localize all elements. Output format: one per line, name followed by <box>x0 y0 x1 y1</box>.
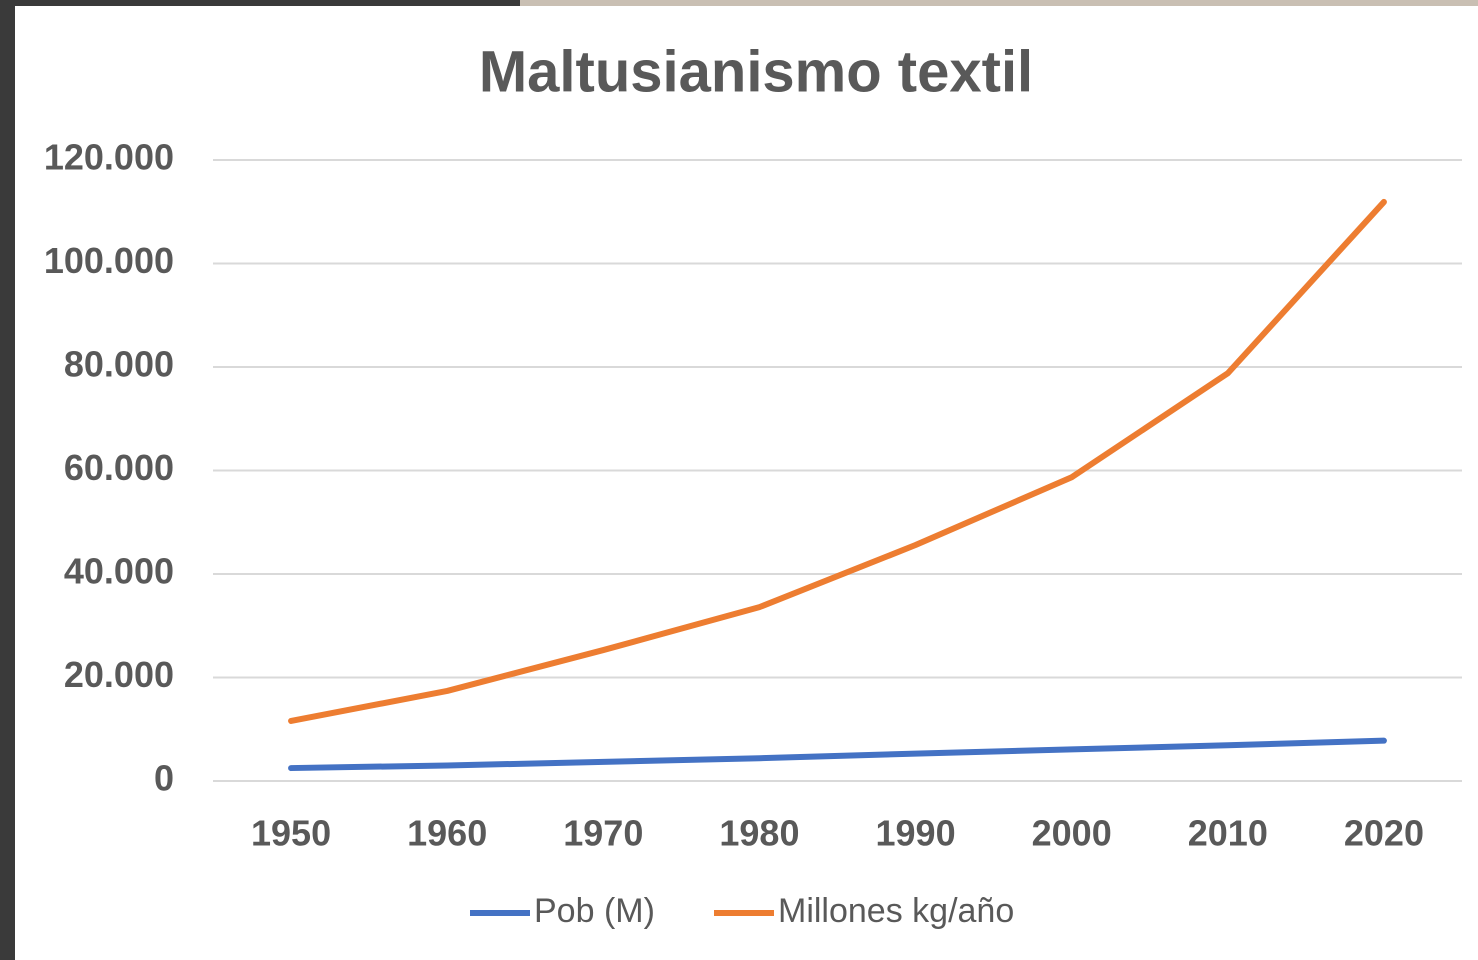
series-line <box>288 737 1387 772</box>
legend-label: Pob (M) <box>534 892 655 930</box>
chart-title: Maltusianismo textil <box>479 39 1033 104</box>
y-tick-label: 0 <box>154 758 174 799</box>
y-tick-label: 20.000 <box>64 654 174 695</box>
x-tick-label: 1970 <box>563 813 643 854</box>
y-tick-label: 120.000 <box>44 137 174 178</box>
y-tick-label: 60.000 <box>64 447 174 488</box>
chart-area <box>15 6 1478 960</box>
top-strip <box>520 0 1478 6</box>
x-tick-label: 2000 <box>1032 813 1112 854</box>
y-tick-label: 100.000 <box>44 240 174 281</box>
series-line <box>288 198 1387 724</box>
x-tick-label: 2020 <box>1344 813 1424 854</box>
x-tick-label: 1960 <box>407 813 487 854</box>
x-tick-label: 1950 <box>251 813 331 854</box>
x-tick-label: 2010 <box>1188 813 1268 854</box>
legend-label: Millones kg/año <box>778 892 1014 930</box>
y-tick-label: 80.000 <box>64 344 174 385</box>
x-tick-label: 1980 <box>719 813 799 854</box>
x-tick-label: 1990 <box>876 813 956 854</box>
y-tick-label: 40.000 <box>64 551 174 592</box>
